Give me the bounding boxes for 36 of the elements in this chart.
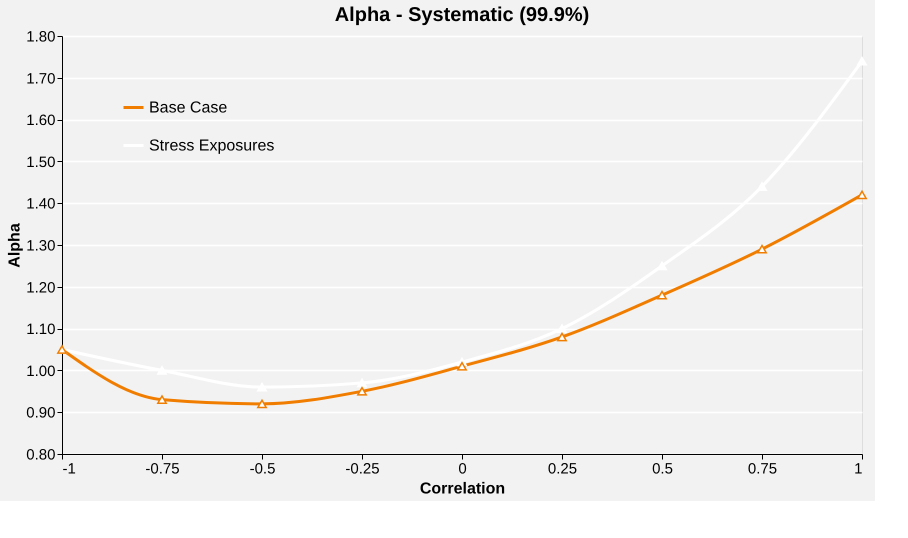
x-tick-label: 0.5 [652, 460, 673, 478]
x-tick-label: -0.75 [145, 460, 180, 478]
point [257, 399, 267, 408]
point [657, 290, 667, 300]
y-tick-label: 1.30 [26, 238, 56, 254]
point [857, 56, 867, 66]
point [357, 386, 367, 396]
y-tick-label: 1.80 [26, 28, 56, 46]
point [857, 190, 867, 200]
x-tick-label: -0.25 [345, 460, 380, 478]
y-tick-label: 1.60 [26, 112, 56, 130]
legend-label: Stress Exposures [149, 138, 274, 154]
point [557, 324, 567, 333]
legend-label: Base Case [149, 100, 228, 116]
x-tick-label: 0.75 [748, 460, 778, 478]
point [357, 378, 367, 388]
x-tick-label: 0.25 [548, 460, 578, 478]
x-tick-label: 1 [854, 460, 862, 478]
x-tick-label: -0.5 [250, 460, 276, 478]
y-tick-label: 1.70 [26, 70, 56, 88]
y-tick-label: 1.50 [26, 154, 56, 171]
y-tick-label: 0.90 [26, 404, 56, 422]
point [457, 362, 467, 371]
y-tick-label: 0.80 [26, 446, 56, 464]
x-axis-title: Correlation [420, 480, 506, 498]
x-tick-label: -1 [62, 460, 76, 478]
point [157, 395, 167, 404]
chart-title: Alpha - Systematic (99.9%) [334, 4, 590, 26]
point [557, 332, 567, 342]
point [757, 244, 767, 254]
y-axis-title: Alpha [6, 223, 24, 268]
y-tick-label: 1.20 [26, 279, 56, 296]
x-tick-label: 0 [458, 460, 467, 478]
y-tick-label: 1.00 [26, 362, 56, 380]
y-tick-label: 1.10 [26, 321, 56, 338]
y-tick-label: 1.40 [26, 196, 56, 213]
